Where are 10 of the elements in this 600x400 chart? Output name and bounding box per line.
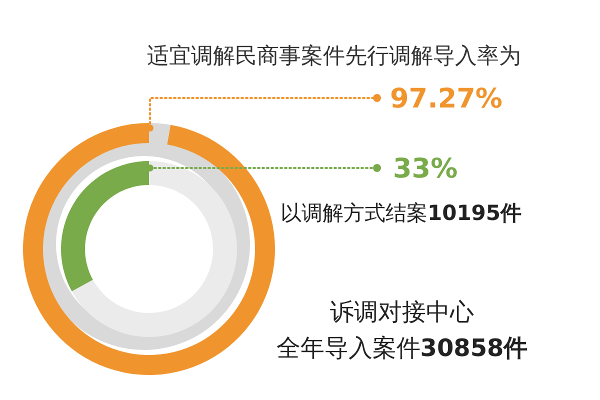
text: 以调解方式结案10195件 [280, 201, 522, 225]
data-label: 33% [393, 154, 458, 185]
donut-slice [23, 123, 275, 375]
data-label: 97.27% [390, 84, 502, 115]
donut-slice [72, 161, 237, 337]
text: 全年导入案件30858件 [276, 334, 528, 362]
donut-slice [149, 123, 171, 145]
text: 诉调对接中心 [330, 298, 474, 326]
chart-title: 适宜调解民商事案件先行调解导入率为 [147, 44, 521, 70]
donut-slice [61, 161, 149, 292]
